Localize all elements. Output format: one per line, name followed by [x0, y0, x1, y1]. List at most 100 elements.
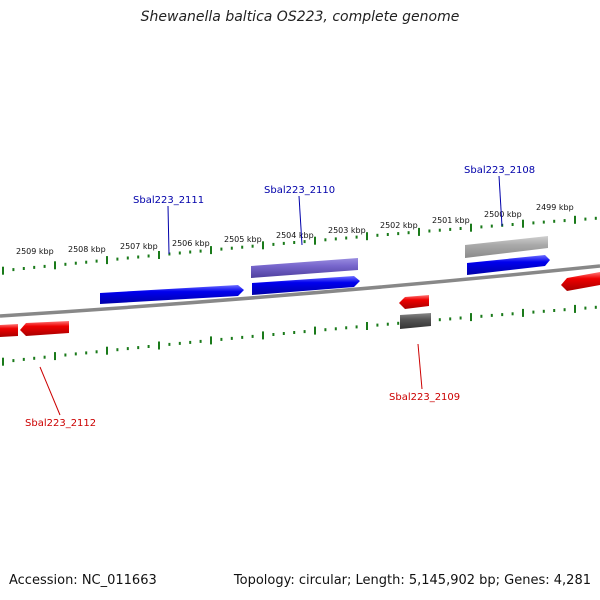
minor-tick — [241, 335, 244, 339]
minor-tick — [594, 305, 597, 309]
minor-tick — [22, 357, 25, 361]
scale-label-2507: 2507 kbp — [120, 242, 158, 251]
minor-tick — [334, 237, 337, 241]
minor-tick — [282, 241, 285, 245]
minor-tick — [189, 250, 192, 254]
minor-tick — [459, 316, 462, 320]
minor-tick — [64, 262, 67, 266]
label-sbal223-2110[interactable]: Sbal223_2110 — [264, 185, 335, 196]
minor-tick — [324, 328, 327, 332]
label-sbal223-2108[interactable]: Sbal223_2108 — [464, 165, 535, 176]
gene-sbal223-2108[interactable] — [467, 255, 550, 275]
minor-tick — [230, 336, 233, 340]
minor-tick — [542, 309, 545, 313]
minor-tick — [480, 225, 483, 229]
minor-tick — [293, 331, 296, 334]
minor-tick — [594, 216, 597, 220]
minor-tick — [293, 241, 296, 244]
gene-sbal223-2109[interactable] — [399, 295, 429, 309]
major-tick — [470, 313, 472, 322]
feature-2110-purple[interactable] — [251, 258, 358, 278]
major-tick — [366, 322, 368, 330]
minor-tick — [511, 223, 514, 226]
minor-tick — [178, 341, 181, 345]
minor-tick — [386, 322, 389, 326]
reverse-features — [0, 272, 600, 337]
major-tick — [2, 357, 4, 366]
minor-tick — [532, 310, 535, 314]
gene-edge-left[interactable] — [0, 324, 18, 337]
minor-tick — [355, 325, 358, 329]
major-tick — [522, 219, 524, 228]
minor-tick — [376, 323, 379, 327]
minor-tick — [189, 340, 192, 344]
minor-tick — [532, 221, 535, 225]
minor-tick — [147, 345, 150, 348]
minor-tick — [168, 342, 171, 346]
minor-tick — [64, 353, 67, 357]
scale-label-2505: 2505 kbp — [224, 235, 262, 244]
minor-tick — [563, 219, 566, 223]
minor-tick — [449, 317, 452, 321]
minor-tick — [386, 233, 389, 236]
minor-tick — [199, 249, 202, 253]
major-tick — [106, 346, 108, 355]
minor-tick — [584, 217, 587, 221]
gene-sbal223-2112[interactable] — [20, 321, 69, 336]
major-tick — [2, 266, 4, 275]
label-sbal223-2109[interactable]: Sbal223_2109 — [389, 392, 460, 403]
minor-tick — [480, 314, 483, 318]
minor-tick — [241, 245, 244, 249]
minor-tick — [85, 351, 88, 355]
minor-tick — [542, 220, 545, 224]
minor-tick — [501, 313, 504, 317]
minor-tick — [563, 308, 566, 312]
genome-title: Shewanella baltica OS223, complete genom… — [140, 9, 460, 25]
scale-label-2508: 2508 kbp — [68, 245, 106, 254]
scale-label-2504: 2504 kbp — [276, 231, 314, 240]
major-tick — [314, 236, 316, 245]
minor-tick — [438, 228, 441, 232]
major-tick — [574, 215, 576, 224]
minor-tick — [355, 235, 358, 239]
minor-tick — [324, 238, 327, 242]
scale-label-2509: 2509 kbp — [16, 247, 54, 256]
minor-tick — [584, 306, 587, 310]
minor-tick — [33, 356, 36, 360]
minor-tick — [428, 229, 431, 233]
scale-label-2503: 2503 kbp — [328, 226, 366, 235]
scale-label-2506: 2506 kbp — [172, 239, 210, 248]
major-tick — [210, 246, 212, 255]
label-leaders — [39, 175, 503, 416]
minor-tick — [43, 355, 46, 359]
minor-tick — [251, 334, 254, 338]
scale-label-2499: 2499 kbp — [536, 203, 574, 212]
label-sbal223-2112[interactable]: Sbal223_2112 — [25, 418, 96, 429]
minor-tick — [116, 348, 119, 352]
minor-tick — [511, 312, 514, 316]
gene-sbal223-2110[interactable] — [252, 276, 360, 295]
minor-tick — [397, 232, 400, 236]
forward-features — [100, 236, 550, 304]
label-sbal223-2111[interactable]: Sbal223_2111 — [133, 195, 204, 206]
major-tick — [54, 261, 56, 270]
minor-tick — [95, 259, 98, 263]
minor-tick — [74, 352, 77, 356]
minor-tick — [199, 339, 202, 343]
minor-tick — [230, 246, 233, 250]
minor-tick — [220, 337, 223, 341]
minor-tick — [168, 252, 171, 256]
major-tick — [158, 341, 160, 350]
feature-2109-dark[interactable] — [400, 313, 431, 329]
major-tick — [158, 251, 160, 259]
minor-tick — [43, 264, 46, 268]
feature-2108-gray[interactable] — [465, 236, 548, 258]
gene-sbal223-2111[interactable] — [100, 285, 244, 304]
gene-edge-right[interactable] — [561, 272, 600, 291]
major-tick — [262, 241, 264, 250]
scale-label-2502: 2502 kbp — [380, 221, 418, 230]
genome-backbone — [0, 264, 600, 318]
minor-tick — [376, 233, 379, 237]
major-tick — [210, 336, 212, 345]
